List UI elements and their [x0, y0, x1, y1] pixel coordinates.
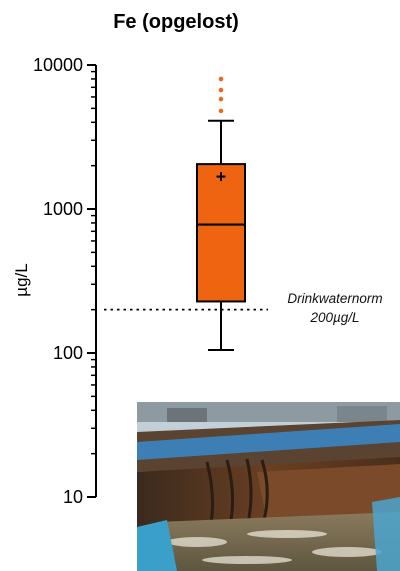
- tank-photo-icon: [137, 402, 400, 571]
- outlier-point: [218, 76, 224, 82]
- y-tick-label: 100: [53, 343, 83, 363]
- y-axis: 10 100 1000 10000: [33, 55, 97, 507]
- box-group: [196, 76, 246, 351]
- reference-label-line1: Drinkwaternorm: [287, 291, 382, 306]
- iqr-box: [196, 163, 246, 303]
- outlier-point: [218, 108, 224, 114]
- reference-label-line2: 200µg/L: [309, 310, 359, 325]
- outlier-point: [218, 87, 224, 93]
- y-axis-label: µg/L: [12, 263, 31, 296]
- reference-line-group: Drinkwaternorm 200µg/L: [104, 291, 383, 325]
- y-tick-label: 10000: [33, 55, 83, 75]
- y-tick-label: 10: [63, 487, 83, 507]
- chart-title: Fe (opgelost): [113, 11, 239, 33]
- industrial-tank-photo: [137, 402, 400, 571]
- outlier-point: [218, 96, 224, 102]
- y-tick-label: 1000: [43, 199, 83, 219]
